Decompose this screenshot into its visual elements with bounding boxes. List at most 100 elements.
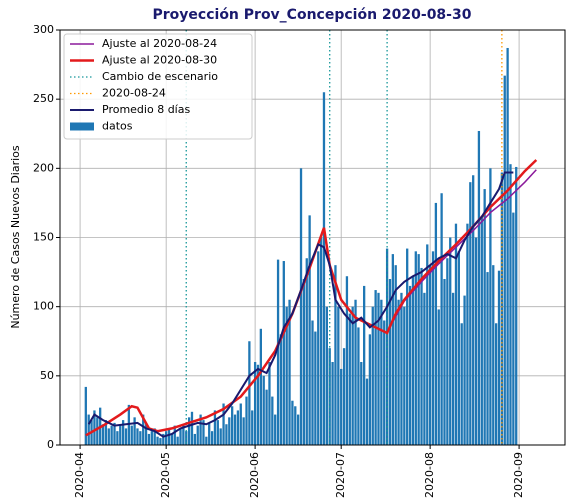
bar — [156, 436, 159, 445]
bar — [337, 306, 340, 445]
y-tick-label: 300 — [33, 23, 54, 36]
bar — [360, 362, 363, 445]
bar — [365, 378, 369, 445]
legend-box — [63, 33, 253, 140]
bar — [506, 47, 509, 445]
bar — [170, 433, 174, 445]
bar — [193, 433, 197, 445]
bar — [205, 436, 208, 445]
bar — [239, 403, 242, 445]
bar — [440, 193, 443, 445]
bar — [179, 428, 182, 445]
bar — [437, 309, 440, 445]
line-series — [87, 171, 514, 438]
bar — [96, 417, 99, 445]
bar — [268, 362, 271, 445]
bar — [110, 425, 113, 445]
bar — [213, 410, 217, 445]
y-tick-label: 150 — [33, 231, 54, 244]
bar — [512, 212, 515, 445]
bar — [253, 362, 257, 445]
bar — [515, 166, 518, 445]
y-tick-label: 0 — [47, 438, 54, 451]
bar — [322, 92, 326, 445]
bar — [388, 279, 392, 445]
bar — [414, 251, 417, 445]
bar — [219, 428, 222, 445]
bar — [400, 292, 403, 445]
bar — [208, 422, 211, 445]
bar — [394, 265, 397, 445]
bar — [489, 168, 492, 446]
bar — [434, 202, 438, 445]
bar — [279, 334, 283, 445]
bar — [225, 424, 228, 445]
bar — [187, 417, 191, 445]
bar — [142, 414, 145, 445]
bar — [265, 389, 268, 445]
bar — [136, 428, 139, 445]
bar — [216, 420, 219, 445]
bar — [383, 320, 386, 445]
x-tick-label: 2020-08 — [423, 452, 436, 498]
bar — [348, 313, 351, 445]
bar — [93, 410, 96, 445]
bar — [87, 414, 90, 445]
bar — [474, 237, 478, 445]
plot-frame — [59, 29, 566, 446]
bar — [391, 254, 394, 445]
bar — [354, 299, 357, 445]
bar — [127, 404, 131, 445]
bar — [371, 306, 374, 445]
bar — [182, 424, 185, 445]
bar — [294, 406, 297, 445]
bar — [119, 424, 122, 445]
bar — [331, 362, 334, 445]
x-tick-label: 2020-09 — [512, 452, 525, 498]
bar — [477, 130, 481, 445]
bar — [153, 428, 156, 445]
legend-label: Ajuste al 2020-08-24 — [102, 37, 217, 50]
bar — [454, 223, 458, 445]
bar — [446, 258, 449, 445]
bar — [311, 320, 314, 445]
bar — [469, 182, 472, 445]
bar — [147, 433, 151, 445]
x-tick-label: 2020-04 — [73, 452, 86, 498]
bar — [308, 215, 311, 445]
legend: Ajuste al 2020-08-24 Ajuste al 2020-08-30… — [63, 33, 253, 140]
bar — [486, 272, 489, 445]
bar — [285, 306, 288, 445]
legend-label: Cambio de escenario — [102, 70, 218, 83]
bar — [256, 364, 260, 445]
bar — [503, 75, 506, 446]
bar — [124, 428, 128, 445]
bar — [380, 299, 383, 445]
bar — [299, 168, 303, 446]
bar — [397, 299, 400, 445]
y-axis-label: Número de Casos Nuevos Diarios — [9, 145, 22, 329]
bar — [374, 290, 377, 445]
bar — [451, 292, 455, 445]
bar — [305, 258, 308, 445]
legend-label: Ajuste al 2020-08-30 — [102, 54, 217, 67]
bar — [231, 406, 234, 445]
bar — [222, 403, 225, 445]
bar — [403, 306, 406, 445]
bar — [271, 396, 274, 445]
x-tick-label: 2020-05 — [159, 452, 172, 498]
bar — [291, 400, 294, 445]
bar — [408, 285, 412, 445]
bar — [282, 261, 285, 445]
bar — [236, 410, 240, 445]
bar — [276, 259, 280, 445]
bar — [492, 265, 495, 445]
bar — [417, 254, 420, 445]
bar — [199, 414, 202, 445]
bar — [472, 175, 475, 445]
bar — [319, 237, 323, 445]
bar — [288, 299, 291, 445]
bar — [460, 323, 463, 445]
bar — [463, 295, 466, 445]
bar — [233, 414, 237, 445]
